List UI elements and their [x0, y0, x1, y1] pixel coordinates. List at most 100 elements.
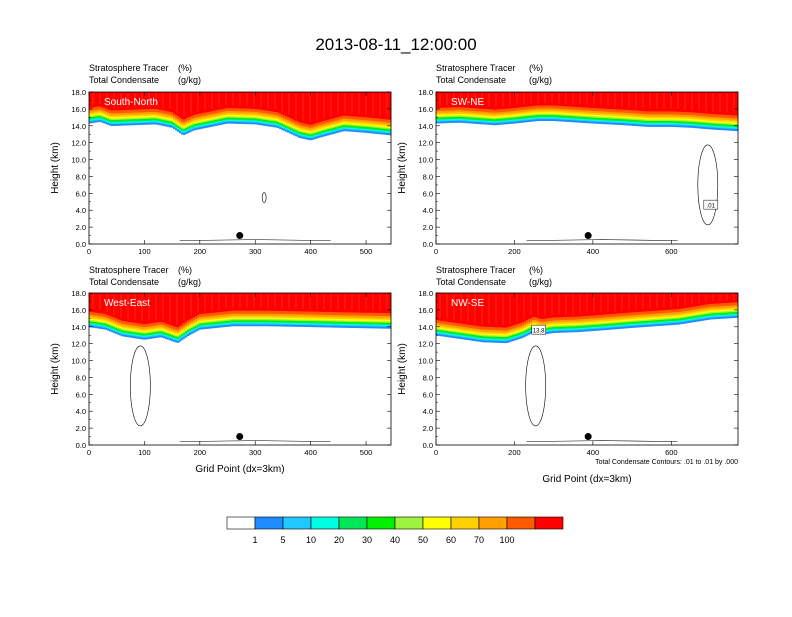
- tracer-band: [351, 116, 353, 119]
- tracer-band: [618, 112, 620, 114]
- tracer-band: [251, 311, 253, 314]
- tracer-band: [349, 116, 351, 119]
- tracer-band: [269, 92, 271, 111]
- tracer-column: [444, 92, 446, 123]
- tracer-band: [107, 109, 109, 112]
- tracer-band: [189, 120, 191, 122]
- tracer-band: [379, 119, 381, 122]
- tracer-band: [305, 92, 307, 124]
- tracer-band: [255, 112, 257, 114]
- tracer-band: [648, 125, 650, 127]
- tracer-column: [377, 92, 379, 134]
- tracer-band: [283, 129, 285, 131]
- tracer-band: [363, 92, 365, 117]
- tracer-band: [550, 108, 552, 110]
- tracer-column: [213, 92, 215, 126]
- tracer-band: [644, 125, 646, 127]
- tracer-band: [502, 112, 504, 114]
- tracer-column: [716, 92, 718, 130]
- tracer-band: [201, 317, 203, 319]
- tracer-column: [201, 92, 203, 129]
- tracer-band: [169, 112, 171, 115]
- tracer-band: [313, 92, 315, 124]
- tracer-band: [644, 92, 646, 112]
- tracer-band: [203, 116, 205, 118]
- tracer-band: [319, 125, 321, 127]
- tracer-band: [249, 293, 251, 311]
- tracer-band: [492, 110, 494, 113]
- tracer-band: [181, 325, 183, 328]
- tracer-band: [442, 108, 444, 111]
- y-tick-label: 16.0: [418, 105, 433, 114]
- tracer-band: [688, 115, 690, 117]
- tracer-band: [253, 112, 255, 114]
- tracer-band: [233, 122, 235, 124]
- tracer-band: [269, 324, 271, 326]
- tracer-band: [464, 108, 466, 111]
- tracer-band: [235, 311, 237, 314]
- tracer-band: [592, 111, 594, 113]
- tracer-band: [235, 314, 237, 316]
- tracer-column: [640, 92, 642, 126]
- tracer-band: [498, 92, 500, 110]
- tracer-band: [656, 111, 658, 114]
- tracer-band: [315, 126, 317, 128]
- tracer-band: [149, 112, 151, 114]
- tracer-band: [121, 110, 123, 113]
- tracer-band: [512, 108, 514, 111]
- tracer-band: [169, 339, 171, 341]
- tracer-band: [355, 92, 357, 117]
- marker-dot: [236, 232, 243, 239]
- tracer-band: [183, 133, 185, 135]
- tracer-band: [139, 109, 141, 112]
- tracer-band: [271, 111, 273, 114]
- tracer-band: [197, 117, 199, 119]
- tracer-band: [650, 125, 652, 127]
- tracer-band: [494, 113, 496, 115]
- tracer-band: [297, 122, 299, 125]
- tracer-band: [349, 119, 351, 121]
- tracer-band: [574, 92, 576, 107]
- tracer-band: [195, 92, 197, 115]
- tracer-band: [313, 124, 315, 127]
- tracer-column: [658, 92, 660, 127]
- tracer-band: [504, 123, 506, 125]
- tracer-band: [295, 124, 297, 126]
- tracer-band: [149, 123, 151, 125]
- tracer-band: [191, 321, 193, 323]
- tracer-column: [602, 92, 604, 124]
- tracer-band: [131, 110, 133, 113]
- tracer-band: [273, 115, 275, 117]
- tracer-band: [562, 92, 564, 106]
- left-string-1: Stratosphere Tracer: [89, 63, 169, 73]
- tracer-column: [588, 92, 590, 123]
- tracer-band: [512, 111, 514, 113]
- tracer-band: [209, 313, 211, 316]
- tracer-band: [694, 92, 696, 113]
- tracer-band: [588, 108, 590, 111]
- tracer-band: [271, 311, 273, 314]
- tracer-band: [640, 111, 642, 114]
- tracer-band: [117, 319, 119, 322]
- tracer-band: [197, 128, 199, 130]
- tracer-column: [179, 92, 181, 133]
- tracer-band: [269, 293, 271, 311]
- tracer-band: [452, 121, 454, 123]
- tracer-band: [343, 129, 345, 131]
- tracer-band: [668, 111, 670, 114]
- tracer-band: [293, 92, 295, 120]
- tracer-band: [343, 119, 345, 121]
- tracer-band: [632, 92, 634, 111]
- tracer-band: [181, 119, 183, 122]
- tracer-band: [103, 317, 105, 319]
- tracer-band: [249, 112, 251, 114]
- tracer-band: [656, 114, 658, 116]
- tracer-column: [688, 92, 690, 128]
- tracer-band: [686, 115, 688, 117]
- tracer-band: [173, 114, 175, 117]
- tracer-band: [387, 133, 389, 135]
- tracer-column: [159, 293, 161, 337]
- tracer-band: [209, 125, 211, 127]
- tracer-band: [317, 123, 319, 126]
- tracer-band: [215, 326, 217, 328]
